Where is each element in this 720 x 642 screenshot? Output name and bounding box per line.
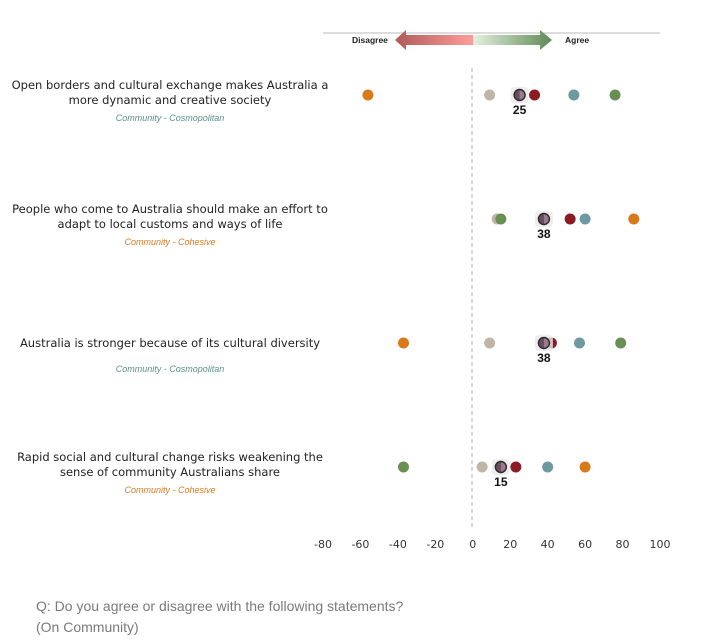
statement-text: sense of community Australians share <box>60 465 280 479</box>
question-line-2: (On Community) <box>36 619 139 635</box>
dot-red <box>564 213 576 225</box>
dot-teal <box>568 89 580 101</box>
statement-text: more dynamic and creative society <box>69 93 272 107</box>
x-tick-label: -80 <box>314 538 332 551</box>
statement-row: Open borders and cultural exchange makes… <box>12 78 621 123</box>
total-marker <box>510 87 529 103</box>
dot-red <box>510 461 522 473</box>
x-tick-label: -60 <box>351 538 369 551</box>
dot-teal <box>579 213 591 225</box>
total-marker <box>491 459 510 475</box>
segment-label: Community - Cosmopolitan <box>116 364 225 374</box>
x-tick-label: 80 <box>616 538 630 551</box>
statement-row: Australia is stronger because of its cul… <box>20 335 627 374</box>
dot-beige <box>484 337 496 349</box>
total-value-label: 15 <box>494 475 508 489</box>
question-text: Q: Do you agree or disagree with the fol… <box>36 596 403 638</box>
dot-beige <box>476 461 488 473</box>
x-tick-label: -40 <box>389 538 407 551</box>
statement-text: Australia is stronger because of its cul… <box>20 336 320 350</box>
dot-green <box>398 461 410 473</box>
dot-orange <box>362 89 374 101</box>
statement-text: Open borders and cultural exchange makes… <box>12 78 329 92</box>
x-tick-label: -20 <box>426 538 444 551</box>
segment-label: Community - Cohesive <box>124 237 215 247</box>
total-marker <box>534 335 553 351</box>
statement-text: Rapid social and cultural change risks w… <box>17 450 323 464</box>
dot-green <box>495 213 507 225</box>
segment-label: Community - Cohesive <box>124 485 215 495</box>
dot-green <box>615 337 627 349</box>
dot-teal <box>573 337 585 349</box>
dot-beige <box>484 89 496 101</box>
question-line-1: Q: Do you agree or disagree with the fol… <box>36 598 404 614</box>
statement-row: Rapid social and cultural change risks w… <box>17 450 591 495</box>
total-value-label: 25 <box>513 103 527 117</box>
agree-label: Agree <box>565 35 589 45</box>
segment-label: Community - Cosmopolitan <box>116 113 225 123</box>
statement-row: People who come to Australia should make… <box>12 202 640 247</box>
x-tick-label: 100 <box>650 538 671 551</box>
x-tick-label: 40 <box>541 538 555 551</box>
disagree-agree-arrow-icon <box>395 30 552 50</box>
dot-teal <box>542 461 554 473</box>
statement-text: adapt to local customs and ways of life <box>58 217 283 231</box>
total-value-label: 38 <box>537 351 551 365</box>
x-tick-label: 0 <box>469 538 476 551</box>
dot-red <box>529 89 541 101</box>
x-tick-label: 20 <box>503 538 517 551</box>
x-tick-label: 60 <box>578 538 592 551</box>
dot-green <box>609 89 621 101</box>
total-value-label: 38 <box>537 227 551 241</box>
statement-text: People who come to Australia should make… <box>12 202 328 216</box>
dot-orange <box>579 461 591 473</box>
dot-orange <box>628 213 640 225</box>
dot-orange <box>398 337 410 349</box>
total-marker <box>534 211 553 227</box>
disagree-label: Disagree <box>352 35 388 45</box>
